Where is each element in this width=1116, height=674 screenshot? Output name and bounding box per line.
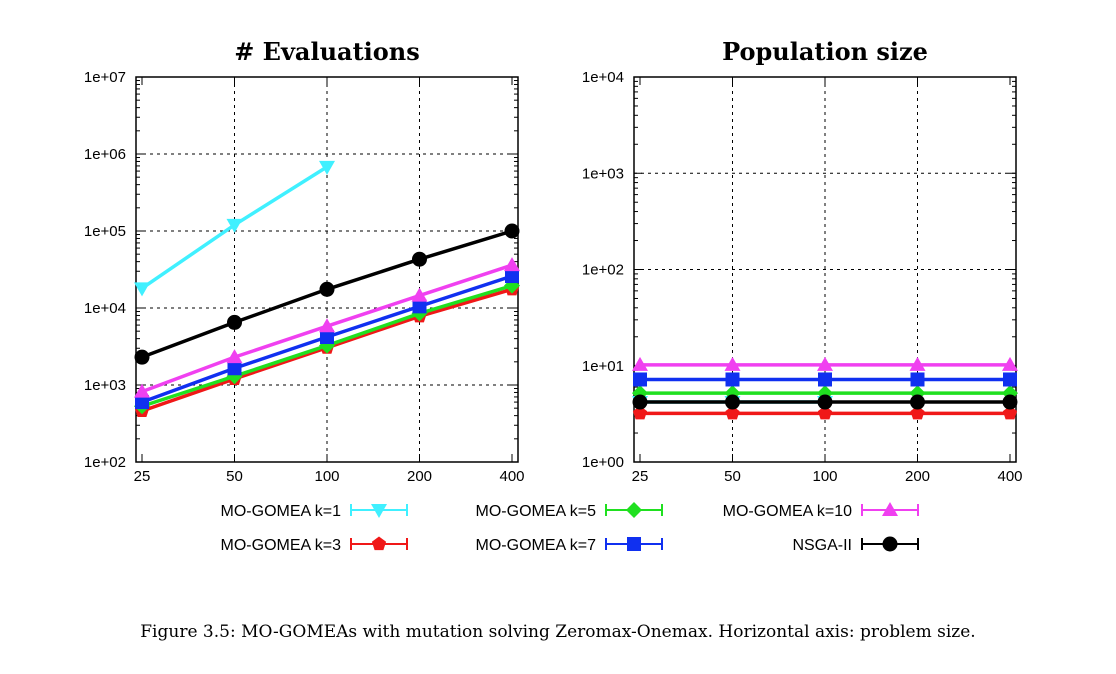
y-tick-label: 1e+02: [582, 262, 624, 279]
data-point-nsga-ii: [134, 349, 150, 365]
data-point-mo-gomea-k-10: [504, 257, 520, 272]
chart-title: Population size: [722, 37, 928, 66]
y-tick-label: 1e+03: [84, 377, 126, 394]
legend-marker: [882, 502, 898, 516]
legend: MO-GOMEA k=1 MO-GOMEA k=5 MO-GOMEA k=10 MO-…: [221, 502, 919, 554]
data-point-nsga-ii: [817, 394, 833, 410]
x-tick-label: 400: [997, 468, 1022, 485]
data-point-mo-gomea-k-7: [135, 395, 149, 410]
x-tick-label: 200: [407, 468, 432, 485]
data-point-nsga-ii: [632, 394, 648, 410]
data-point-nsga-ii: [910, 394, 925, 410]
y-tick-label: 1e+02: [84, 454, 126, 471]
data-point-mo-gomea-k-10: [134, 383, 150, 398]
data-point-mo-gomea-k-7: [505, 269, 519, 284]
x-tick-label: 100: [314, 468, 339, 485]
legend-label: MO-GOMEA k=3: [221, 537, 342, 554]
y-tick-label: 1e+04: [84, 300, 126, 317]
data-point-mo-gomea-k-3: [632, 405, 648, 420]
data-point-mo-gomea-k-10: [817, 356, 833, 371]
y-tick-label: 1e+05: [84, 223, 126, 240]
legend-marker: [627, 537, 641, 551]
y-tick-label: 1e+06: [84, 146, 126, 163]
x-tick-label: 50: [226, 468, 243, 485]
data-point-mo-gomea-k-3: [725, 405, 740, 420]
x-tick-label: 50: [724, 468, 741, 485]
data-point-mo-gomea-k-10: [909, 356, 926, 371]
data-point-nsga-ii: [1002, 394, 1018, 410]
legend-label: NSGA-II: [792, 537, 852, 554]
data-point-mo-gomea-k-10: [411, 287, 428, 302]
data-point-mo-gomea-k-7: [818, 372, 832, 387]
legend-entry-mo-gomea-k-5: MO-GOMEA k=5: [476, 502, 663, 520]
data-point-nsga-ii: [725, 394, 740, 410]
x-tick-label: 200: [905, 468, 930, 485]
legend-entry-mo-gomea-k-1: MO-GOMEA k=1: [221, 503, 408, 520]
legend-label: MO-GOMEA k=1: [221, 503, 342, 520]
x-tick-label: 100: [812, 468, 837, 485]
legend-marker: [626, 502, 642, 518]
data-point-nsga-ii: [504, 223, 520, 239]
data-point-mo-gomea-k-7: [412, 299, 427, 314]
data-point-mo-gomea-k-1: [226, 218, 243, 233]
y-tick-label: 1e+07: [84, 69, 126, 86]
data-point-mo-gomea-k-1: [134, 282, 150, 297]
data-point-mo-gomea-k-7: [227, 361, 242, 376]
figure-caption: Figure 3.5: MO-GOMEAs with mutation solv…: [140, 622, 976, 642]
legend-entry-nsga-ii: NSGA-II: [792, 536, 919, 554]
data-point-mo-gomea-k-3: [817, 405, 833, 420]
data-point-mo-gomea-k-7: [725, 372, 740, 387]
data-point-mo-gomea-k-1: [319, 160, 335, 175]
legend-marker: [371, 504, 387, 518]
y-tick-label: 1e+00: [582, 454, 624, 471]
data-point-mo-gomea-k-7: [320, 330, 334, 345]
data-point-mo-gomea-k-10: [632, 356, 648, 371]
x-tick-label: 400: [499, 468, 524, 485]
data-point-nsga-ii: [412, 251, 427, 267]
y-tick-label: 1e+04: [582, 69, 624, 86]
y-tick-label: 1e+01: [582, 358, 624, 375]
data-point-mo-gomea-k-10: [226, 349, 243, 364]
plot-frame: [633, 76, 1017, 463]
x-tick-label: 25: [134, 468, 151, 485]
legend-marker: [371, 536, 387, 551]
legend-entry-mo-gomea-k-10: MO-GOMEA k=10: [723, 502, 919, 520]
data-point-mo-gomea-k-7: [1003, 372, 1017, 387]
data-point-mo-gomea-k-10: [1002, 356, 1018, 371]
legend-label: MO-GOMEA k=10: [723, 503, 852, 520]
data-point-mo-gomea-k-7: [910, 372, 925, 387]
chart-panel-1: # Evaluations 1e+02 1e+03 1e+04 1e+05 1e+06 1e…: [84, 37, 525, 485]
chart-title: # Evaluations: [234, 37, 420, 66]
data-point-nsga-ii: [319, 281, 335, 297]
y-tick-label: 1e+03: [582, 165, 624, 182]
legend-entry-mo-gomea-k-3: MO-GOMEA k=3: [221, 536, 408, 554]
data-point-mo-gomea-k-3: [1002, 405, 1018, 420]
legend-label: MO-GOMEA k=5: [476, 503, 597, 520]
data-point-mo-gomea-k-7: [633, 372, 647, 387]
data-point-nsga-ii: [227, 314, 242, 330]
data-point-mo-gomea-k-10: [724, 356, 741, 371]
data-point-mo-gomea-k-3: [910, 405, 925, 420]
data-point-mo-gomea-k-10: [319, 318, 335, 333]
x-tick-label: 25: [632, 468, 649, 485]
legend-entry-mo-gomea-k-7: MO-GOMEA k=7: [476, 537, 663, 554]
legend-label: MO-GOMEA k=7: [476, 537, 597, 554]
legend-marker: [882, 536, 898, 552]
chart-panel-2: Population size 1e+00 1e+01 1e+02 1e+03 1e+04…: [582, 37, 1023, 485]
